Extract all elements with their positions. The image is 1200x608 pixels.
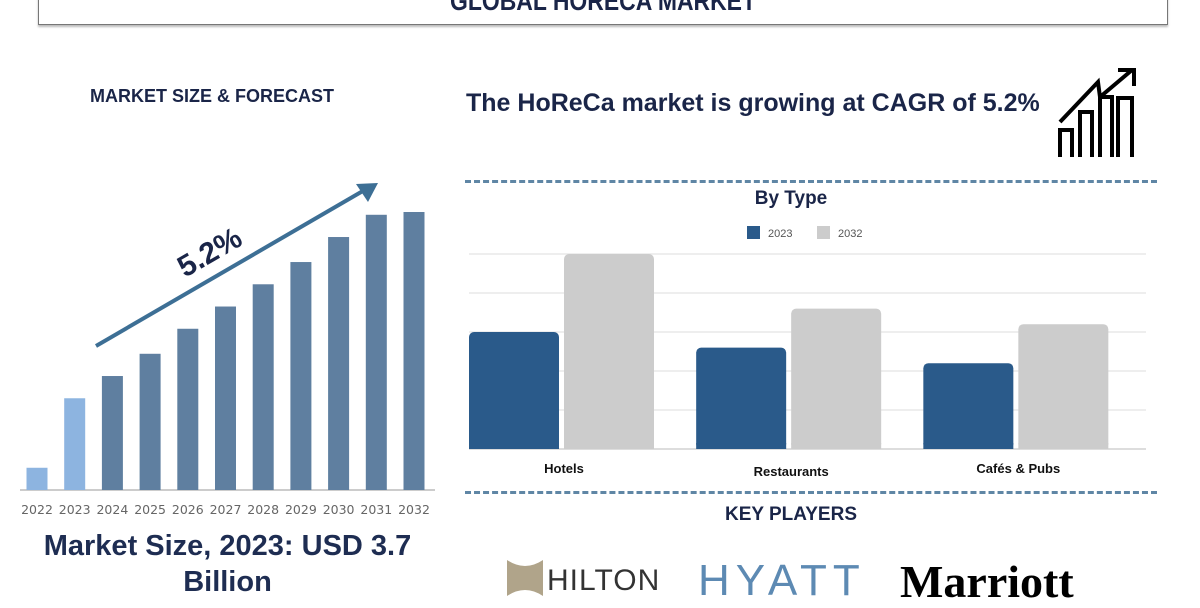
bar-base (923, 443, 1014, 449)
x-tick-label: 2031 (360, 502, 392, 517)
market-size-text: Market Size, 2023: USD 3.7 Billion (43, 530, 412, 598)
bar-Cafés & Pubs-2032 (1018, 324, 1109, 449)
divider (465, 491, 1157, 494)
bar-2032 (403, 212, 425, 490)
x-tick-label: 2028 (247, 502, 279, 517)
by-type-title: By Type (754, 188, 828, 209)
legend-swatch (817, 226, 830, 239)
bar-2029 (290, 262, 312, 490)
x-tick-label: 2030 (323, 502, 355, 517)
trend-arrow (94, 186, 370, 348)
bar-base (696, 443, 787, 449)
bar-Cafés & Pubs-2023 (923, 363, 1014, 449)
bar-base (791, 443, 882, 449)
trend-arrowhead (356, 183, 378, 202)
key-players-heading: KEY PLAYERS (725, 504, 857, 525)
legend-swatch (747, 226, 760, 239)
page-title: GLOBAL HORECA MARKET (450, 0, 756, 16)
bar-2026 (177, 328, 199, 490)
x-tick-label: 2023 (59, 502, 91, 517)
legend-label: 2023 (768, 228, 792, 240)
x-tick-label: 2027 (210, 502, 242, 517)
hyatt-logo: HYATT (698, 556, 866, 605)
legend-label: 2032 (838, 228, 862, 240)
bar-base (1018, 443, 1109, 449)
title-banner: GLOBAL HORECA MARKET (38, 0, 1168, 25)
x-tick-label: 2029 (285, 502, 317, 517)
bar-Hotels-2023 (469, 332, 559, 449)
bar-2028 (252, 284, 274, 490)
bar-base (564, 443, 654, 449)
bar-base (469, 443, 559, 449)
hilton-logo: HILTON (505, 556, 659, 605)
bar-2025 (139, 353, 161, 490)
bar-Hotels-2032 (564, 254, 654, 449)
x-tick-label: 2022 (21, 502, 53, 517)
category-label: Restaurants (754, 464, 829, 479)
x-tick-label: 2025 (134, 502, 166, 517)
bar-2030 (328, 237, 350, 490)
bar-Restaurants-2032 (791, 308, 882, 449)
bar-2022 (26, 467, 48, 490)
bar-2027 (215, 306, 236, 490)
divider (465, 180, 1157, 183)
cagr-statement: The HoReCa market is growing at CAGR of … (466, 89, 1040, 117)
marriott-logo: Marriott (900, 556, 1074, 607)
bar-2023 (64, 398, 86, 490)
hilton-logo-text: HILTON (547, 564, 661, 597)
bar-2024 (101, 376, 123, 490)
bar-2031 (365, 214, 387, 490)
category-label: Hotels (544, 461, 584, 476)
market-size-heading: MARKET SIZE & FORECAST (90, 86, 335, 106)
bar-Restaurants-2023 (696, 347, 787, 449)
x-tick-label: 2026 (172, 502, 204, 517)
x-tick-label: 2024 (96, 502, 128, 517)
category-label: Cafés & Pubs (976, 461, 1060, 476)
x-tick-label: 2032 (398, 502, 430, 517)
